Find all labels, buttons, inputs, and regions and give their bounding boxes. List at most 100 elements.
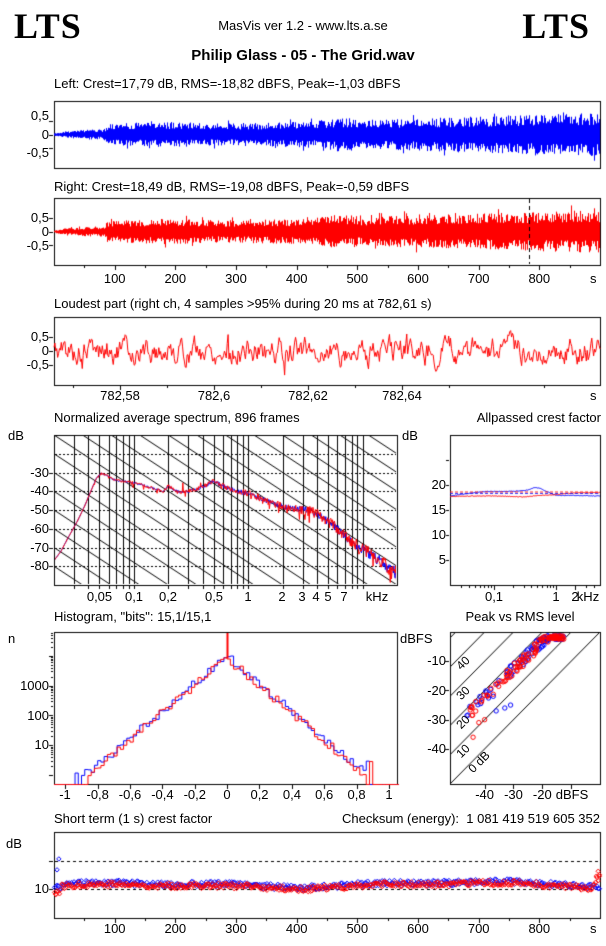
short-term-x-unit: s xyxy=(590,921,597,936)
allpassed-x-tick: 2 xyxy=(571,589,579,604)
peak-vs-rms-x-tick: -30 xyxy=(504,787,523,802)
loudest-y-tick: 0,5 xyxy=(30,329,49,344)
loudest-x-tick: 782,58 xyxy=(100,388,140,403)
peak-vs-rms-x-unit: dBFS xyxy=(555,787,589,802)
short-term-y-tick: 10 xyxy=(34,881,49,896)
spectrum-x-tick: 0,2 xyxy=(158,589,178,604)
allpassed-y-tick: 20 xyxy=(431,477,446,492)
spectrum-x-tick: 0,05 xyxy=(86,589,113,604)
right-wave-x-tick: 800 xyxy=(528,271,551,286)
app-version-text: MasVis ver 1.2 - www.lts.a.se xyxy=(218,18,388,33)
histogram-title: Histogram, "bits": 15,1/15,1 xyxy=(54,609,212,624)
allpassed-x-tick: 0,1 xyxy=(484,589,504,604)
right-wave-x-unit: s xyxy=(590,271,597,286)
peak-vs-rms-y-tick: -40 xyxy=(427,741,446,756)
short-term-title: Short term (1 s) crest factor xyxy=(54,811,213,826)
histogram-x-tick: 0,6 xyxy=(315,787,334,802)
spectrum-db-label: dB xyxy=(8,428,24,443)
histogram-y-tick: 1000 xyxy=(20,678,49,693)
right-wave-x-tick: 200 xyxy=(164,271,187,286)
right-wave-x-tick: 300 xyxy=(225,271,247,286)
track-title: Philip Glass - 05 - The Grid.wav xyxy=(191,47,415,64)
loudest-x-tick: 782,62 xyxy=(288,388,328,403)
spectrum-y-tick: -80 xyxy=(30,558,49,573)
histogram-x-tick: -0,8 xyxy=(86,787,109,802)
right-wave-y-tick: 0 xyxy=(41,223,49,239)
left-wave-y-tick: 0 xyxy=(41,126,49,142)
allpassed-x-tick: 1 xyxy=(552,589,560,604)
spectrum-y-tick: -30 xyxy=(30,464,49,480)
histogram-x-tick: 0 xyxy=(223,787,231,802)
allpassed-db-label: dB xyxy=(402,428,418,443)
peak-vs-rms-dbfs-label: dBFS xyxy=(400,631,433,646)
short-term-x-tick: 700 xyxy=(467,921,490,936)
checksum-text: Checksum (energy): 1 081 419 519 605 352 xyxy=(341,811,600,826)
histogram-x-tick: -0,6 xyxy=(118,787,142,802)
histogram-x-tick: 1 xyxy=(385,787,393,802)
loudest-y-tick: 0 xyxy=(41,343,49,358)
spectrum-y-tick: -40 xyxy=(30,483,49,498)
loudest-x-tick: 782,64 xyxy=(382,388,422,403)
histogram-y-tick: 100 xyxy=(27,707,49,723)
peak-vs-rms-x-tick: -40 xyxy=(475,787,494,802)
short-term-x-tick: 200 xyxy=(164,921,187,936)
histogram-x-tick: -0,4 xyxy=(151,787,174,802)
right-wave-y-tick: -0,5 xyxy=(26,237,49,253)
allpassed-x-unit: kHz xyxy=(576,589,600,604)
short-term-x-tick: 800 xyxy=(528,921,551,936)
loudest-y-tick: -0,5 xyxy=(26,357,49,372)
short-term-x-tick: 100 xyxy=(103,921,126,936)
allpassed-y-tick: 15 xyxy=(431,502,446,517)
histogram-x-tick: 0,4 xyxy=(282,787,301,802)
right-wave-x-tick: 700 xyxy=(467,271,490,286)
spectrum-title: Normalized average spectrum, 896 frames xyxy=(54,410,300,425)
right-wave-x-tick: 600 xyxy=(407,271,429,286)
histogram-y-tick: 10 xyxy=(34,737,49,752)
short-term-x-tick: 600 xyxy=(407,921,429,936)
loudest-x-unit: s xyxy=(590,388,597,403)
peak-vs-rms-y-tick: -20 xyxy=(427,682,446,698)
peak-vs-rms-y-tick: -10 xyxy=(427,653,446,668)
short-term-db-label: dB xyxy=(6,836,22,851)
left-wave-y-tick: -0,5 xyxy=(26,145,49,160)
spectrum-x-tick: 4 xyxy=(312,589,320,604)
logo-left: LTS xyxy=(14,6,82,46)
left-wave-title: Left: Crest=17,79 dB, RMS=-18,82 dBFS, P… xyxy=(54,76,401,91)
short-term-x-tick: 500 xyxy=(346,921,369,936)
spectrum-y-tick: -70 xyxy=(30,539,49,555)
spectrum-x-tick: 0,1 xyxy=(124,589,144,604)
spectrum-x-unit: kHz xyxy=(365,589,389,604)
loudest-x-tick: 782,6 xyxy=(197,388,231,403)
histogram-x-tick: -0,2 xyxy=(183,787,206,802)
spectrum-y-tick: -50 xyxy=(30,502,49,517)
allpassed-y-tick: 10 xyxy=(431,527,446,542)
histogram-x-tick: 0,2 xyxy=(250,787,269,802)
spectrum-x-tick: 2 xyxy=(278,589,286,604)
peak-vs-rms-y-tick: -30 xyxy=(427,712,446,727)
histogram-n-label: n xyxy=(8,631,16,646)
spectrum-x-tick: 5 xyxy=(324,589,332,604)
right-wave-y-tick: 0,5 xyxy=(30,209,49,225)
spectrum-x-tick: 3 xyxy=(298,589,306,604)
logo-right: LTS xyxy=(522,6,590,46)
right-wave-x-tick: 500 xyxy=(346,271,369,286)
spectrum-x-tick: 7 xyxy=(340,589,348,604)
peak-vs-rms-x-tick: -20 xyxy=(532,787,552,802)
left-wave-y-tick: 0,5 xyxy=(30,108,49,123)
spectrum-y-tick: -60 xyxy=(30,521,49,536)
loudest-title: Loudest part (right ch, 4 samples >95% d… xyxy=(54,296,432,311)
peak-vs-rms-title: Peak vs RMS level xyxy=(465,609,575,624)
spectrum-x-tick: 1 xyxy=(244,589,252,604)
spectrum-x-tick: 0,5 xyxy=(204,589,224,604)
short-term-x-tick: 300 xyxy=(225,921,247,936)
allpassed-y-tick: 5 xyxy=(438,552,446,567)
right-wave-x-tick: 400 xyxy=(285,271,308,286)
right-wave-x-tick: 100 xyxy=(103,271,126,286)
allpassed-title: Allpassed crest factor xyxy=(476,410,601,425)
short-term-x-tick: 400 xyxy=(285,921,308,936)
histogram-x-tick: -1 xyxy=(59,787,71,802)
right-wave-title: Right: Crest=18,49 dB, RMS=-19,08 dBFS, … xyxy=(54,179,410,194)
histogram-x-tick: 0,8 xyxy=(347,787,366,802)
